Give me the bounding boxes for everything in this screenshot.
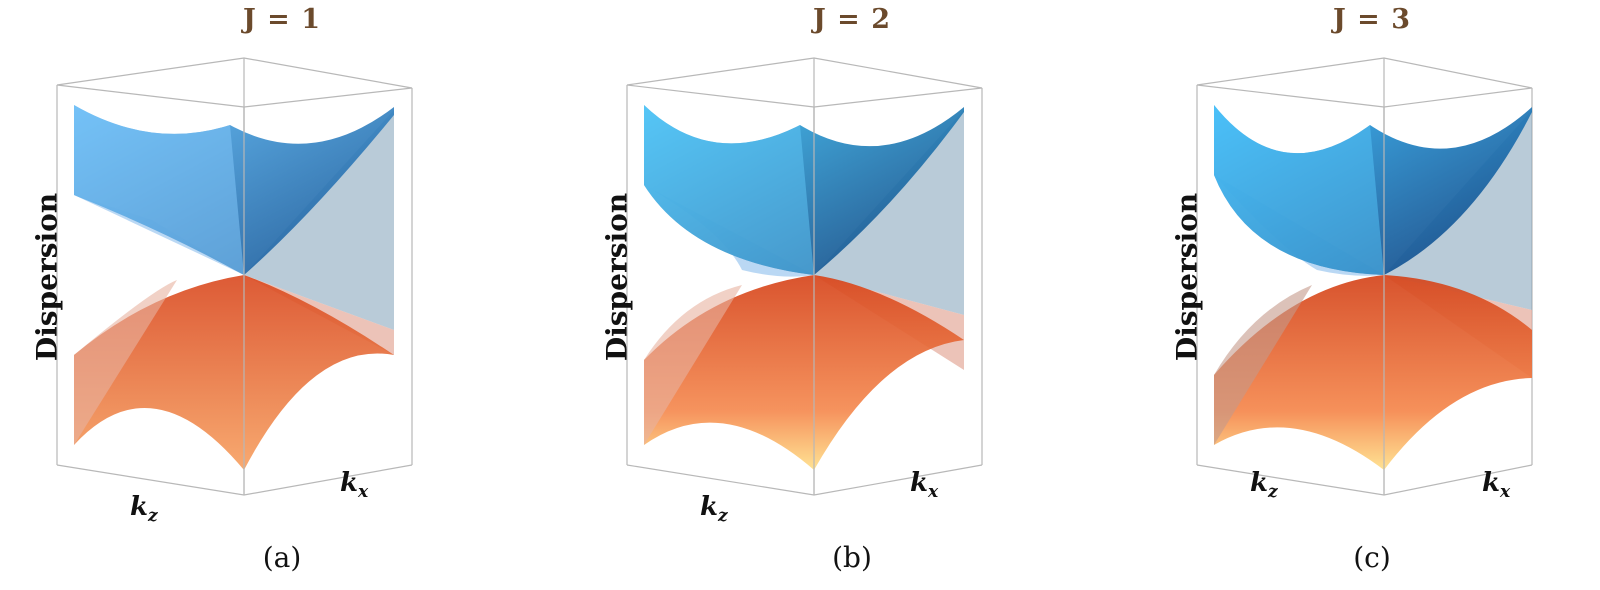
- kz-axis-label: kz: [130, 492, 158, 527]
- panel-b: J = 2 Dispersion kz kx (b): [582, 0, 1122, 590]
- panel-title: J = 2: [813, 4, 891, 35]
- kx-axis-label: kx: [340, 468, 369, 503]
- panel-caption: (b): [832, 541, 872, 574]
- lower-band-surface: [74, 275, 394, 470]
- dispersion-plot-c: [1196, 57, 1533, 496]
- panel-title: J = 1: [243, 4, 321, 35]
- y-axis-label: Dispersion: [30, 192, 64, 362]
- panel-caption: (a): [262, 541, 302, 574]
- lower-band-surface: [1214, 275, 1532, 470]
- kz-axis-label: kz: [1250, 468, 1278, 503]
- kx-axis-label: kx: [1482, 468, 1511, 503]
- lower-band-surface: [644, 275, 964, 470]
- dispersion-plot-b: [626, 57, 983, 496]
- panel-title: J = 3: [1333, 4, 1411, 35]
- panel-c: J = 3 Dispersion kz kx (c): [1052, 0, 1592, 590]
- y-axis-label: Dispersion: [1170, 192, 1204, 362]
- kz-axis-label: kz: [700, 492, 728, 527]
- panel-a: J = 1 Dispersion kz kx (a): [12, 0, 552, 590]
- dispersion-plot-a: [56, 57, 413, 496]
- y-axis-label: Dispersion: [600, 192, 634, 362]
- panel-caption: (c): [1353, 541, 1391, 574]
- kx-axis-label: kx: [910, 468, 939, 503]
- upper-band-back-face: [244, 110, 394, 330]
